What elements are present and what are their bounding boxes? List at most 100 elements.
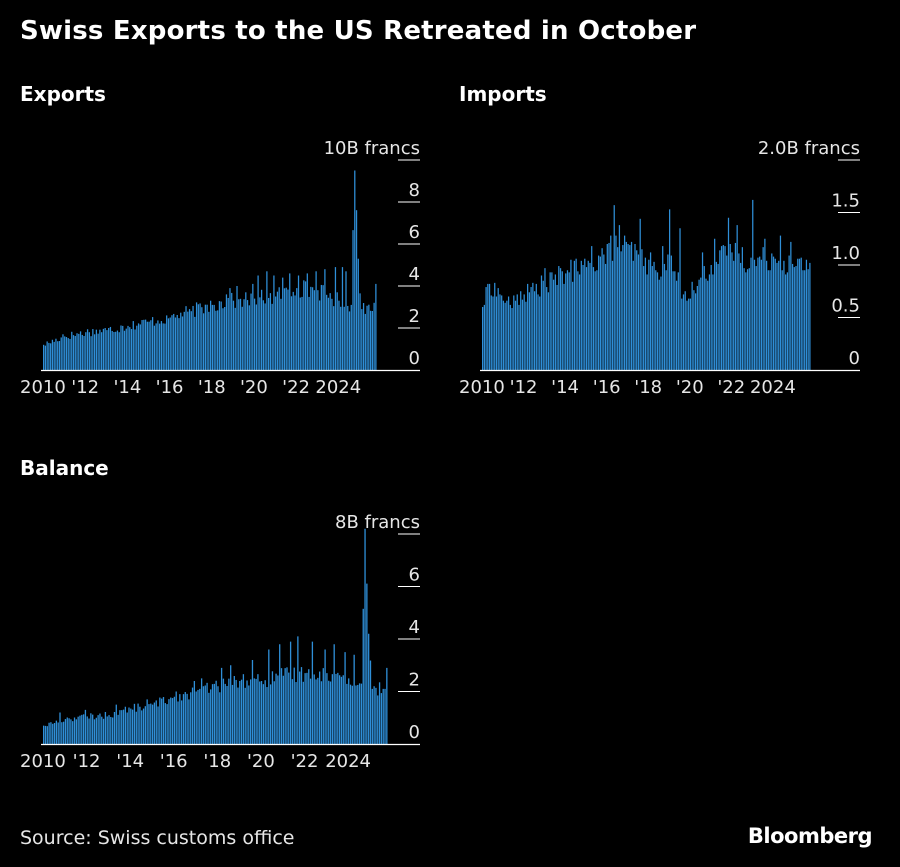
bar-54	[139, 706, 141, 744]
bar-68	[598, 255, 600, 370]
y-tick-label: 4	[409, 264, 420, 285]
bar-94	[211, 684, 214, 744]
bar-156	[315, 271, 317, 370]
bar-67	[596, 270, 598, 370]
x-tick-label: '22	[291, 751, 319, 772]
bar-138	[291, 679, 294, 744]
bar-10	[58, 341, 61, 370]
bar-125	[260, 289, 263, 370]
bar-80	[618, 225, 621, 370]
bar-6	[490, 295, 492, 370]
bar-140	[722, 245, 724, 370]
bar-42	[552, 279, 555, 370]
bar-52	[132, 321, 134, 370]
bloomberg-logo: Bloomberg	[747, 824, 873, 848]
bar-98	[649, 252, 652, 370]
bar-2	[44, 725, 47, 744]
bar-38	[546, 287, 548, 370]
bar-87	[630, 241, 633, 370]
bar-187	[369, 310, 372, 370]
bar-172	[778, 260, 780, 370]
bar-169	[772, 256, 775, 370]
bar-131	[271, 303, 273, 370]
bar-78	[615, 235, 617, 370]
bar-45	[120, 325, 122, 370]
bar-133	[282, 675, 284, 744]
bar-130	[277, 675, 279, 744]
bar-19	[74, 335, 76, 370]
bar-155	[748, 268, 750, 370]
x-tick-label: 2024	[315, 377, 361, 398]
bar-177	[352, 230, 354, 370]
bar-132	[280, 668, 283, 744]
bar-171	[776, 262, 778, 370]
x-tick-label: 2024	[325, 751, 371, 772]
bar-109	[232, 300, 235, 370]
bar-132	[273, 275, 275, 370]
bar-174	[781, 270, 783, 370]
bar-172	[343, 306, 345, 370]
bar-24	[83, 335, 85, 370]
x-tick-label: '14	[116, 751, 144, 772]
bar-81	[620, 251, 622, 370]
bar-65	[155, 323, 157, 370]
bar-121	[253, 298, 256, 370]
bar-106	[233, 676, 235, 744]
bar-96	[210, 300, 212, 370]
bar-13	[502, 300, 505, 370]
bar-129	[275, 673, 277, 744]
bar-120	[688, 298, 690, 370]
bar-27	[527, 283, 529, 370]
bar-116	[245, 292, 247, 370]
bar-41	[113, 331, 115, 370]
bar-188	[805, 259, 808, 370]
bar-114	[248, 685, 250, 744]
bar-136	[280, 298, 282, 370]
bar-45	[558, 266, 560, 370]
bar-18	[73, 717, 76, 744]
bar-119	[250, 293, 252, 370]
y-unit-label: 8B francs	[335, 512, 420, 533]
bar-102	[220, 301, 222, 370]
bar-74	[608, 242, 610, 370]
bar-112	[238, 299, 240, 370]
bar-57	[141, 320, 143, 370]
bar-97	[648, 259, 650, 370]
bar-173	[345, 271, 347, 370]
bar-159	[755, 266, 757, 370]
bar-75	[173, 313, 175, 370]
bar-178	[788, 255, 790, 370]
bar-115	[679, 228, 681, 370]
bar-161	[324, 269, 326, 370]
bar-47	[561, 271, 563, 370]
bar-103	[228, 678, 230, 744]
bar-20	[77, 716, 79, 744]
bar-105	[231, 684, 234, 744]
bar-130	[705, 278, 707, 370]
bar-116	[251, 660, 254, 744]
bar-30	[532, 282, 534, 370]
bar-30	[95, 717, 97, 744]
x-tick-label: '14	[113, 377, 141, 398]
x-tick-label: '20	[247, 751, 275, 772]
bar-62	[587, 260, 589, 370]
bar-179	[355, 210, 358, 370]
bar-85	[195, 691, 197, 744]
y-tick-label: 4	[409, 617, 420, 638]
exports-panel-title: Exports	[20, 82, 106, 106]
bar-149	[738, 253, 740, 370]
bar-98	[219, 692, 221, 744]
bar-57	[578, 274, 581, 370]
bar-4	[48, 342, 50, 370]
bar-122	[691, 281, 693, 370]
bar-38	[110, 716, 112, 744]
bar-60	[150, 703, 152, 744]
bar-51	[568, 272, 570, 370]
bar-92	[208, 692, 210, 744]
bar-44	[556, 284, 558, 370]
bar-173	[355, 685, 357, 744]
bar-8	[55, 720, 58, 744]
bar-121	[260, 681, 263, 744]
bar-166	[333, 306, 335, 370]
bar-112	[244, 687, 246, 744]
